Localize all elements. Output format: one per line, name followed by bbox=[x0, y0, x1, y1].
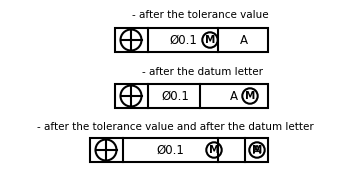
Text: Ø0.1: Ø0.1 bbox=[156, 143, 184, 156]
Text: M: M bbox=[252, 145, 262, 155]
Text: Ø0.1: Ø0.1 bbox=[169, 34, 197, 47]
Text: M: M bbox=[245, 91, 255, 101]
Bar bbox=[90, 138, 268, 162]
Text: A: A bbox=[240, 34, 248, 47]
Text: - after the datum letter: - after the datum letter bbox=[142, 67, 264, 77]
Text: A: A bbox=[253, 143, 261, 156]
Text: - after the tolerance value: - after the tolerance value bbox=[132, 10, 268, 20]
Text: A: A bbox=[230, 89, 238, 102]
Text: - after the tolerance value and after the datum letter: - after the tolerance value and after th… bbox=[37, 122, 313, 132]
Bar bbox=[115, 28, 268, 52]
Text: Ø0.1: Ø0.1 bbox=[161, 89, 189, 102]
Text: M: M bbox=[205, 35, 215, 45]
Text: M: M bbox=[209, 145, 219, 155]
Bar bbox=[115, 84, 268, 108]
